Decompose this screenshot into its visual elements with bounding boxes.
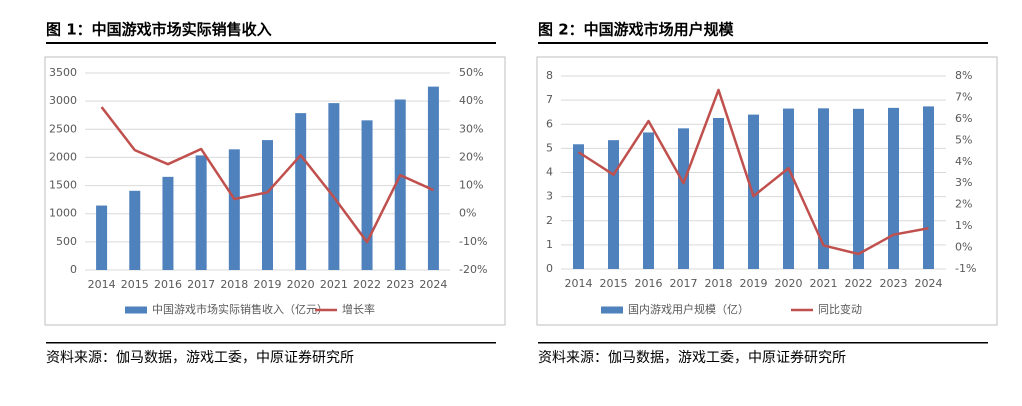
y2-tick-label: 1% [955, 219, 972, 232]
bar [361, 120, 373, 270]
bar [394, 99, 406, 270]
bar [853, 108, 864, 269]
y2-tick-label: 0% [459, 207, 476, 220]
bar [129, 190, 141, 270]
y2-tick-label: 3% [955, 176, 972, 189]
x-tick-label: 2015 [600, 277, 628, 290]
x-tick-label: 2014 [88, 278, 116, 291]
bar [608, 140, 619, 269]
y-tick-label: 0 [70, 263, 77, 276]
y2-tick-label: 50% [459, 66, 483, 79]
x-tick-label: 2022 [845, 277, 873, 290]
y-tick-label: 0 [546, 262, 553, 275]
x-tick-label: 2015 [121, 278, 149, 291]
y2-tick-label: 8% [955, 69, 972, 82]
source-rule [46, 342, 496, 344]
bar [713, 117, 724, 269]
legend-label: 中国游戏市场实际销售收入（亿元） [152, 302, 328, 316]
x-tick-label: 2018 [220, 278, 248, 291]
x-tick-label: 2020 [775, 277, 803, 290]
x-tick-label: 2014 [565, 277, 593, 290]
y-tick-label: 1500 [49, 179, 77, 192]
bar [678, 128, 689, 269]
x-tick-label: 2024 [915, 277, 943, 290]
y-tick-label: 8 [546, 69, 553, 82]
line-series [577, 88, 929, 256]
legend-label: 同比变动 [818, 302, 862, 316]
legend-label: 国内游戏用户规模（亿） [628, 302, 749, 316]
y-tick-label: 7 [546, 93, 553, 106]
bar [96, 205, 108, 270]
y2-tick-label: 4% [955, 155, 972, 168]
y-tick-label: 5 [546, 141, 553, 154]
bar [573, 144, 584, 269]
bar [162, 176, 174, 270]
y2-tick-label: 0% [955, 241, 972, 254]
y-tick-label: 3 [546, 190, 553, 203]
y-tick-label: 4 [546, 166, 553, 179]
y-tick-label: 6 [546, 117, 553, 130]
x-tick-label: 2020 [287, 278, 315, 291]
x-tick-label: 2024 [419, 278, 447, 291]
bar [748, 114, 759, 269]
y2-tick-label: 6% [955, 112, 972, 125]
y2-tick-label: 40% [459, 94, 483, 107]
bar [328, 103, 340, 270]
bar [228, 149, 240, 270]
legend-swatch [125, 306, 147, 314]
x-tick-label: 2019 [740, 277, 768, 290]
source-rule [538, 342, 988, 344]
x-tick-label: 2016 [635, 277, 663, 290]
legend-swatch [601, 306, 623, 314]
y2-tick-label: -20% [459, 263, 487, 276]
y2-tick-label: -1% [955, 262, 976, 275]
x-tick-label: 2022 [353, 278, 381, 291]
y2-tick-label: 2% [955, 198, 972, 211]
bar [427, 86, 439, 270]
x-tick-label: 2021 [320, 278, 348, 291]
y2-tick-label: 30% [459, 122, 483, 135]
x-tick-label: 2019 [254, 278, 282, 291]
legend-label: 增长率 [342, 302, 375, 316]
x-tick-label: 2016 [154, 278, 182, 291]
chart-frame [536, 56, 998, 326]
bar [888, 107, 899, 269]
y-tick-label: 2 [546, 214, 553, 227]
y-tick-label: 1000 [49, 207, 77, 220]
y2-tick-label: 7% [955, 90, 972, 103]
bar [295, 113, 307, 270]
x-tick-label: 2023 [386, 278, 414, 291]
bar [818, 108, 829, 269]
y-tick-label: 3500 [49, 66, 77, 79]
x-tick-label: 2023 [880, 277, 908, 290]
y-tick-label: 2000 [49, 150, 77, 163]
y2-tick-label: 5% [955, 133, 972, 146]
figure-title: 图 1：中国游戏市场实际销售收入 [46, 21, 272, 39]
chart-frame [44, 56, 506, 326]
y2-tick-label: 20% [459, 150, 483, 163]
x-tick-label: 2018 [705, 277, 733, 290]
x-tick-label: 2017 [187, 278, 215, 291]
line-series [100, 106, 434, 244]
bar [262, 140, 273, 270]
y-tick-label: 2500 [49, 122, 77, 135]
x-tick-label: 2021 [810, 277, 838, 290]
figure-title: 图 2：中国游戏市场用户规模 [538, 21, 735, 39]
y-tick-label: 500 [56, 235, 77, 248]
y-tick-label: 3000 [49, 94, 77, 107]
y2-tick-label: 10% [459, 179, 483, 192]
bar [195, 155, 207, 270]
bar [783, 108, 794, 269]
title-rule [46, 42, 496, 44]
x-tick-label: 2017 [670, 277, 698, 290]
y-tick-label: 1 [546, 238, 553, 251]
source-note: 资料来源：伽马数据，游戏工委，中原证券研究所 [46, 350, 354, 366]
source-note: 资料来源：伽马数据，游戏工委，中原证券研究所 [538, 350, 846, 366]
bar [643, 132, 654, 269]
title-rule [538, 42, 988, 44]
y2-tick-label: -10% [459, 235, 487, 248]
bar [923, 106, 934, 270]
